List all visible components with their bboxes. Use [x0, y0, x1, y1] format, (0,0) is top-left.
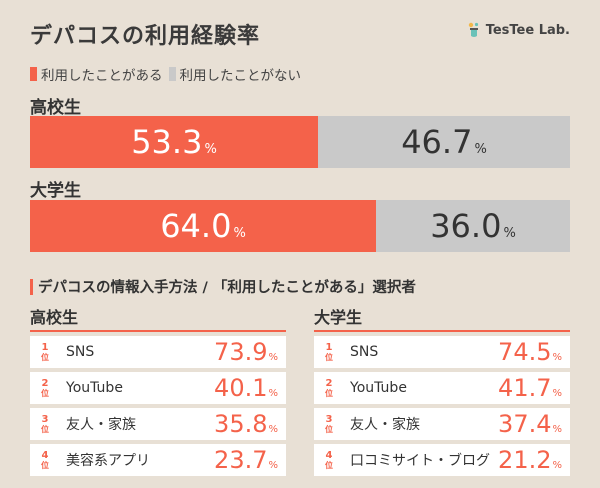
- rank-value: 23.7%: [214, 446, 278, 474]
- rank-number: 1: [325, 341, 333, 353]
- page-title: デパコスの利用経験率: [30, 24, 261, 49]
- rank-value-number: 40.1: [214, 374, 268, 402]
- rank-suffix: 位: [41, 388, 49, 398]
- rank-value: 73.9%: [214, 338, 278, 366]
- rank-value-number: 35.8: [214, 410, 268, 438]
- legend-item-unused: 利用したことがない: [168, 64, 302, 84]
- rank-value-number: 37.4: [498, 410, 552, 438]
- bar-university-used: 64.0 %: [30, 200, 376, 252]
- rank-value: 37.4%: [498, 410, 562, 438]
- bar-value-label: 53.3: [131, 123, 203, 161]
- rank-value-number: 21.2: [498, 446, 552, 474]
- bar-group-label-highschool: 高校生: [30, 98, 81, 118]
- bar-unit-label: %: [204, 141, 217, 157]
- bar-university-unused: 36.0 %: [376, 200, 570, 252]
- bar-row-university: 64.0 % 36.0 %: [30, 200, 570, 252]
- section-marker: [30, 278, 33, 295]
- rank-value: 21.2%: [498, 446, 562, 474]
- rank-label: 美容系アプリ: [66, 453, 150, 469]
- rank-suffix: 位: [325, 424, 333, 434]
- bar-value-label: 64.0: [160, 207, 232, 245]
- rank-value: 41.7%: [498, 374, 562, 402]
- rank-value: 35.8%: [214, 410, 278, 438]
- rank-number: 4: [325, 449, 333, 461]
- rank-label: 友人・家族: [350, 417, 420, 433]
- rank-value-unit: %: [268, 388, 278, 399]
- bar-highschool-unused: 46.7 %: [318, 116, 570, 168]
- ranking-section-title: デパコスの情報入手方法 / 「利用したことがある」選択者: [30, 276, 416, 297]
- rank-value-number: 23.7: [214, 446, 268, 474]
- bar-value-label: 46.7: [401, 123, 473, 161]
- rank-value-unit: %: [552, 352, 562, 363]
- rank-label: 友人・家族: [66, 417, 136, 433]
- legend: 利用したことがある 利用したことがない: [30, 64, 307, 84]
- rank-value-unit: %: [268, 460, 278, 471]
- rank-number: 3: [41, 413, 49, 425]
- bar-group-label-university: 大学生: [30, 181, 81, 201]
- bar-value-label: 36.0: [430, 207, 502, 245]
- rank-suffix: 位: [41, 424, 49, 434]
- rank-number: 4: [41, 449, 49, 461]
- rank-value: 74.5%: [498, 338, 562, 366]
- rank-label: SNS: [350, 344, 379, 360]
- rank-value-unit: %: [552, 388, 562, 399]
- rank-value-number: 74.5: [498, 338, 552, 366]
- rank-number: 2: [41, 377, 49, 389]
- rank-value: 40.1%: [214, 374, 278, 402]
- rank-suffix: 位: [325, 388, 333, 398]
- ranking-column-head: 大学生: [314, 304, 570, 332]
- rank-suffix: 位: [41, 460, 49, 470]
- brand-name: TesTee Lab.: [485, 22, 570, 38]
- ranking-title-text: デパコスの情報入手方法 / 「利用したことがある」選択者: [38, 280, 416, 296]
- brand-logo: TesTee Lab.: [467, 22, 570, 38]
- flask-icon: [468, 22, 478, 37]
- rank-label: 口コミサイト・ブログ: [350, 453, 490, 469]
- legend-label-used: 利用したことがある: [41, 68, 163, 84]
- rank-value-number: 73.9: [214, 338, 268, 366]
- bar-row-highschool: 53.3 % 46.7 %: [30, 116, 570, 168]
- rank-number: 1: [41, 341, 49, 353]
- legend-label-unused: 利用したことがない: [179, 68, 302, 84]
- bar-unit-label: %: [233, 225, 246, 241]
- rank-value-unit: %: [552, 424, 562, 435]
- legend-item-used: 利用したことがある: [30, 64, 163, 84]
- ranking-column-head: 高校生: [30, 304, 286, 332]
- bar-unit-label: %: [474, 141, 487, 157]
- rank-value-unit: %: [552, 460, 562, 471]
- rank-label: YouTube: [350, 380, 407, 396]
- rank-label: SNS: [66, 344, 95, 360]
- bar-highschool-used: 53.3 %: [30, 116, 318, 168]
- rank-suffix: 位: [325, 352, 333, 362]
- rank-suffix: 位: [325, 460, 333, 470]
- rank-value-number: 41.7: [498, 374, 552, 402]
- bar-unit-label: %: [503, 225, 516, 241]
- rank-value-unit: %: [268, 352, 278, 363]
- legend-swatch-unused: [168, 67, 176, 81]
- rank-number: 3: [325, 413, 333, 425]
- legend-swatch-used: [30, 67, 37, 81]
- rank-suffix: 位: [41, 352, 49, 362]
- rank-value-unit: %: [268, 424, 278, 435]
- rank-label: YouTube: [66, 380, 123, 396]
- rank-number: 2: [325, 377, 333, 389]
